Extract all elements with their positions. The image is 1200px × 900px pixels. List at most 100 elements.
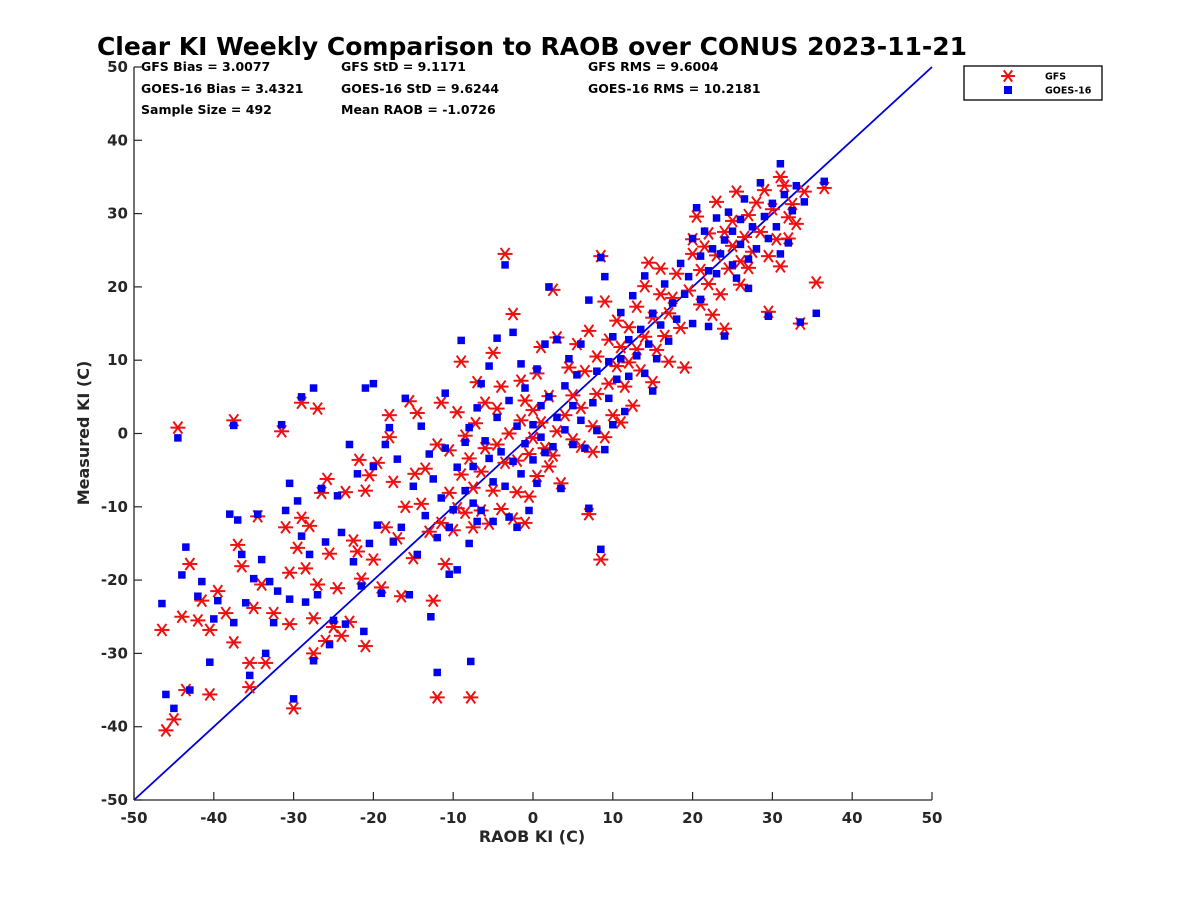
goes16-point bbox=[425, 450, 434, 458]
goes16-point bbox=[485, 362, 493, 370]
goes16-point bbox=[581, 444, 589, 452]
goes16-point bbox=[317, 484, 326, 493]
goes16-point bbox=[469, 499, 477, 507]
goes16-point bbox=[249, 574, 258, 583]
goes16-point bbox=[688, 234, 697, 243]
legend-goes16-marker bbox=[1004, 86, 1012, 94]
x-tick-label: 50 bbox=[922, 809, 943, 827]
gfs-point bbox=[463, 690, 479, 704]
gfs-point bbox=[357, 639, 373, 653]
goes16-point bbox=[533, 365, 541, 373]
goes16-point bbox=[724, 208, 733, 216]
goes16-point bbox=[158, 599, 166, 608]
goes16-point bbox=[477, 379, 485, 388]
gfs-point bbox=[677, 360, 693, 375]
gfs-point bbox=[290, 541, 306, 555]
goes16-point bbox=[776, 250, 785, 258]
x-tick-label: -40 bbox=[200, 809, 227, 827]
goes16-point bbox=[609, 332, 617, 341]
goes16-point bbox=[389, 538, 398, 546]
gfs-point bbox=[593, 552, 609, 567]
goes16-point bbox=[241, 599, 250, 607]
gfs-point bbox=[485, 346, 501, 360]
goes16-point bbox=[473, 517, 481, 526]
goes16-point bbox=[413, 550, 422, 559]
goes16-point bbox=[321, 538, 330, 546]
goes16-point bbox=[632, 352, 641, 360]
goes16-point bbox=[601, 445, 609, 454]
gfs-point bbox=[182, 557, 198, 571]
gfs-point bbox=[461, 451, 477, 466]
goes16-point bbox=[257, 555, 266, 564]
gfs-point bbox=[258, 656, 274, 670]
goes16-point bbox=[577, 416, 585, 425]
goes16-point bbox=[589, 398, 597, 407]
goes16-point bbox=[728, 227, 737, 235]
y-tick-label: -50 bbox=[101, 791, 128, 809]
y-tick-label: -20 bbox=[101, 571, 128, 589]
goes16-point bbox=[493, 334, 501, 342]
goes16-point bbox=[605, 357, 613, 366]
gfs-point bbox=[517, 516, 533, 530]
goes16-point bbox=[513, 523, 521, 532]
gfs-point bbox=[310, 577, 326, 592]
goes16-point bbox=[309, 656, 318, 665]
gfs-point bbox=[641, 256, 657, 270]
goes16-point bbox=[489, 478, 497, 486]
goes16-point bbox=[441, 444, 449, 452]
goes16-point bbox=[297, 393, 306, 401]
goes16-point bbox=[369, 379, 378, 388]
gfs-point bbox=[772, 170, 788, 184]
gfs-point bbox=[294, 511, 310, 525]
gfs-point bbox=[637, 279, 653, 293]
goes16-point bbox=[293, 497, 302, 505]
y-tick-label: 30 bbox=[107, 205, 128, 223]
x-tick-label: -20 bbox=[360, 809, 387, 827]
goes16-point bbox=[557, 484, 565, 493]
gfs-point bbox=[417, 462, 433, 476]
goes16-point bbox=[385, 423, 394, 432]
goes16-point bbox=[481, 437, 489, 445]
y-tick-label: -40 bbox=[101, 718, 128, 736]
gfs-point bbox=[713, 287, 729, 301]
gfs-point bbox=[521, 489, 537, 504]
gfs-point bbox=[740, 208, 756, 222]
goes16-point bbox=[465, 539, 473, 548]
stat-text: GFS StD = 9.1171 bbox=[341, 59, 466, 74]
gfs-point bbox=[357, 484, 373, 498]
goes16-point bbox=[445, 523, 453, 532]
goes16-point bbox=[505, 513, 513, 521]
goes16-point bbox=[533, 479, 541, 488]
goes16-point bbox=[732, 274, 741, 282]
goes16-point bbox=[573, 371, 581, 379]
goes16-point bbox=[174, 434, 182, 442]
gfs-point bbox=[728, 185, 744, 199]
goes16-point bbox=[309, 384, 318, 392]
gfs-point bbox=[319, 472, 335, 486]
goes16-point bbox=[409, 482, 418, 491]
gfs-point bbox=[565, 388, 581, 402]
goes16-point bbox=[676, 259, 685, 268]
gfs-point bbox=[278, 520, 294, 534]
x-tick-label: 10 bbox=[602, 809, 623, 827]
goes16-point bbox=[537, 401, 545, 410]
gfs-point bbox=[202, 687, 218, 702]
goes16-point bbox=[672, 315, 681, 323]
goes16-point bbox=[664, 337, 673, 345]
goes16-point bbox=[497, 448, 505, 456]
goes16-point bbox=[329, 616, 338, 625]
y-tick-label: 40 bbox=[107, 131, 128, 149]
goes16-point bbox=[361, 384, 370, 392]
gfs-point bbox=[453, 355, 469, 369]
gfs-point bbox=[266, 606, 282, 620]
goes16-point bbox=[553, 413, 561, 422]
goes16-point bbox=[485, 454, 493, 463]
goes16-point bbox=[648, 387, 657, 395]
goes16-point bbox=[553, 335, 561, 344]
goes16-point bbox=[644, 340, 653, 348]
goes16-point bbox=[453, 566, 461, 574]
goes16-point bbox=[609, 420, 617, 429]
goes16-point bbox=[465, 423, 473, 432]
gfs-point bbox=[541, 459, 557, 474]
gfs-point bbox=[433, 396, 449, 410]
